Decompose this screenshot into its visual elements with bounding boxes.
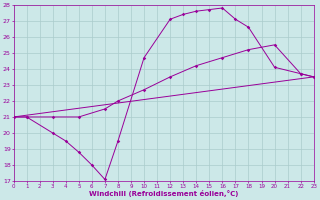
X-axis label: Windchill (Refroidissement éolien,°C): Windchill (Refroidissement éolien,°C) [89, 190, 238, 197]
